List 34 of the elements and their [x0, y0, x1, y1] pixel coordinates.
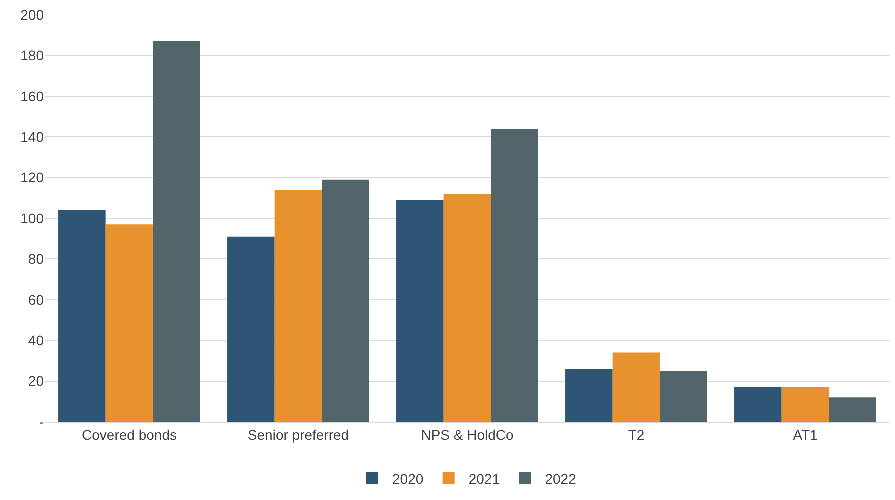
y-tick-label: 160: [20, 88, 44, 104]
y-tick-label: 80: [28, 251, 44, 268]
bar: [829, 398, 876, 422]
bar: [566, 369, 613, 422]
x-tick-label: Senior preferred: [248, 426, 350, 443]
bar: [660, 371, 708, 422]
y-tick-label: 40: [28, 332, 44, 348]
legend-label: 2022: [545, 470, 577, 487]
bar: [322, 180, 370, 422]
x-tick-label: AT1: [793, 426, 818, 443]
legend-label: 2021: [468, 470, 500, 487]
y-tick-label: 200: [20, 6, 44, 23]
y-tick-label: 20: [28, 373, 44, 390]
bar: [612, 352, 660, 422]
bar: [58, 210, 106, 422]
bar: [782, 387, 830, 422]
y-tick-label: 100: [20, 210, 44, 226]
bar: [444, 194, 492, 422]
bar: [228, 236, 275, 422]
y-tick-label: 120: [20, 170, 44, 186]
bar: [106, 224, 154, 422]
y-tick-label: 60: [28, 292, 44, 308]
x-tick-label: T2: [628, 426, 645, 443]
bar: [396, 200, 444, 422]
x-tick-label: NPS & HoldCo: [421, 426, 514, 443]
y-tick-label: -: [39, 414, 44, 430]
y-tick-label: 180: [20, 48, 44, 64]
bar: [153, 41, 200, 422]
bar: [491, 128, 538, 422]
bar: [274, 190, 322, 422]
legend-label: 2020: [392, 470, 424, 487]
y-tick-label: 140: [20, 129, 44, 145]
bar: [734, 387, 782, 422]
x-tick-label: Covered bonds: [82, 426, 177, 443]
